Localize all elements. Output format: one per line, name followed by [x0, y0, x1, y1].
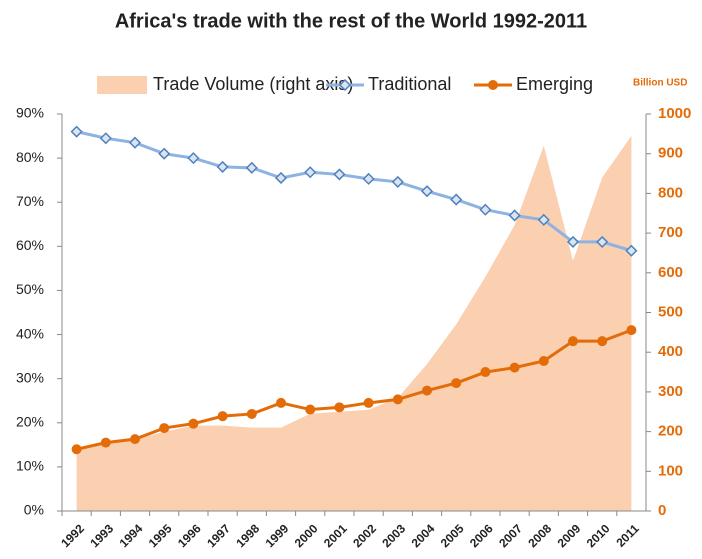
marker [130, 434, 140, 445]
y-tick-label: 0% [24, 502, 44, 518]
marker [626, 325, 637, 336]
marker [420, 185, 434, 198]
y-tick-label: 90% [16, 105, 44, 121]
legend-label: Trade Volume (right axis) [153, 74, 353, 94]
y2-tick-label: 1000 [658, 105, 691, 122]
x-tick-label: 2001 [321, 521, 350, 550]
y2-tick-label: 100 [658, 462, 683, 479]
x-tick-label: 2010 [584, 521, 613, 550]
marker [450, 193, 463, 206]
marker [99, 132, 112, 145]
y2-tick-label: 600 [658, 264, 683, 281]
x-tick-label: 2002 [350, 521, 379, 550]
x-tick-label: 2006 [467, 521, 496, 550]
y2-tick-label: 300 [658, 383, 683, 400]
marker [276, 397, 286, 408]
marker [128, 136, 142, 149]
x-tick-label: 2000 [292, 521, 321, 550]
y-tick-label: 50% [16, 281, 44, 297]
marker [188, 418, 199, 429]
marker [70, 125, 83, 138]
x-tick-label: 1995 [146, 521, 175, 550]
y-tick-label: 20% [16, 413, 44, 429]
x-tick-label: 1999 [263, 521, 292, 550]
marker [363, 397, 374, 408]
legend-label: Traditional [368, 74, 451, 94]
y-tick-label: 40% [16, 325, 44, 341]
x-tick-label: 1992 [58, 521, 87, 550]
x-tick-label: 2005 [438, 521, 467, 550]
marker [333, 168, 346, 181]
y-tick-label: 80% [16, 149, 44, 165]
marker [479, 203, 492, 216]
x-tick-label: 2011 [613, 521, 642, 550]
marker [480, 367, 491, 378]
marker [568, 336, 578, 347]
marker [245, 161, 258, 174]
marker [391, 175, 404, 188]
y2-tick-label: 700 [658, 224, 683, 241]
marker [305, 404, 316, 415]
marker [216, 160, 229, 173]
marker [508, 209, 521, 222]
x-tick-label: 1994 [117, 521, 146, 550]
legend-label: Emerging [516, 74, 593, 94]
x-tick-label: 2009 [555, 521, 584, 550]
y2-tick-label: 400 [658, 343, 683, 360]
marker [392, 394, 403, 405]
marker [100, 437, 111, 448]
marker [596, 235, 609, 248]
marker [159, 423, 170, 434]
marker [71, 444, 82, 455]
chart-title: Africa's trade with the rest of the Worl… [115, 10, 587, 32]
x-tick-label: 1996 [175, 521, 204, 550]
x-tick-label: 1997 [204, 521, 233, 550]
x-tick-label: 2004 [409, 521, 438, 550]
marker [304, 166, 317, 179]
y2-tick-label: 500 [658, 303, 683, 320]
y-tick-label: 60% [16, 237, 44, 253]
marker [597, 336, 608, 347]
marker [274, 171, 288, 185]
y-tick-label: 30% [16, 369, 44, 385]
x-tick-label: 2007 [496, 521, 525, 550]
marker [158, 147, 171, 160]
x-tick-label: 1993 [87, 521, 116, 550]
marker [362, 172, 375, 185]
x-tick-label: 2008 [525, 521, 554, 550]
y-tick-label: 10% [16, 458, 44, 474]
marker [625, 244, 638, 257]
marker [246, 408, 257, 419]
legend-swatch [97, 76, 147, 94]
marker [422, 385, 432, 396]
area [76, 135, 632, 511]
legend-marker [488, 80, 498, 90]
marker [217, 411, 228, 422]
marker [566, 235, 580, 248]
marker [451, 378, 462, 389]
x-tick-label: 1998 [233, 521, 262, 550]
annotation: Billion USD [633, 78, 687, 89]
y2-tick-label: 200 [658, 423, 683, 440]
marker [334, 402, 345, 413]
legend-marker [338, 78, 352, 92]
marker [187, 152, 200, 165]
marker [537, 213, 550, 226]
y-tick-label: 70% [16, 193, 44, 209]
marker [538, 356, 549, 367]
y2-tick-label: 900 [658, 145, 683, 162]
y2-tick-label: 800 [658, 184, 683, 201]
marker [509, 362, 520, 373]
x-tick-label: 2003 [379, 521, 408, 550]
y2-tick-label: 0 [658, 502, 666, 519]
